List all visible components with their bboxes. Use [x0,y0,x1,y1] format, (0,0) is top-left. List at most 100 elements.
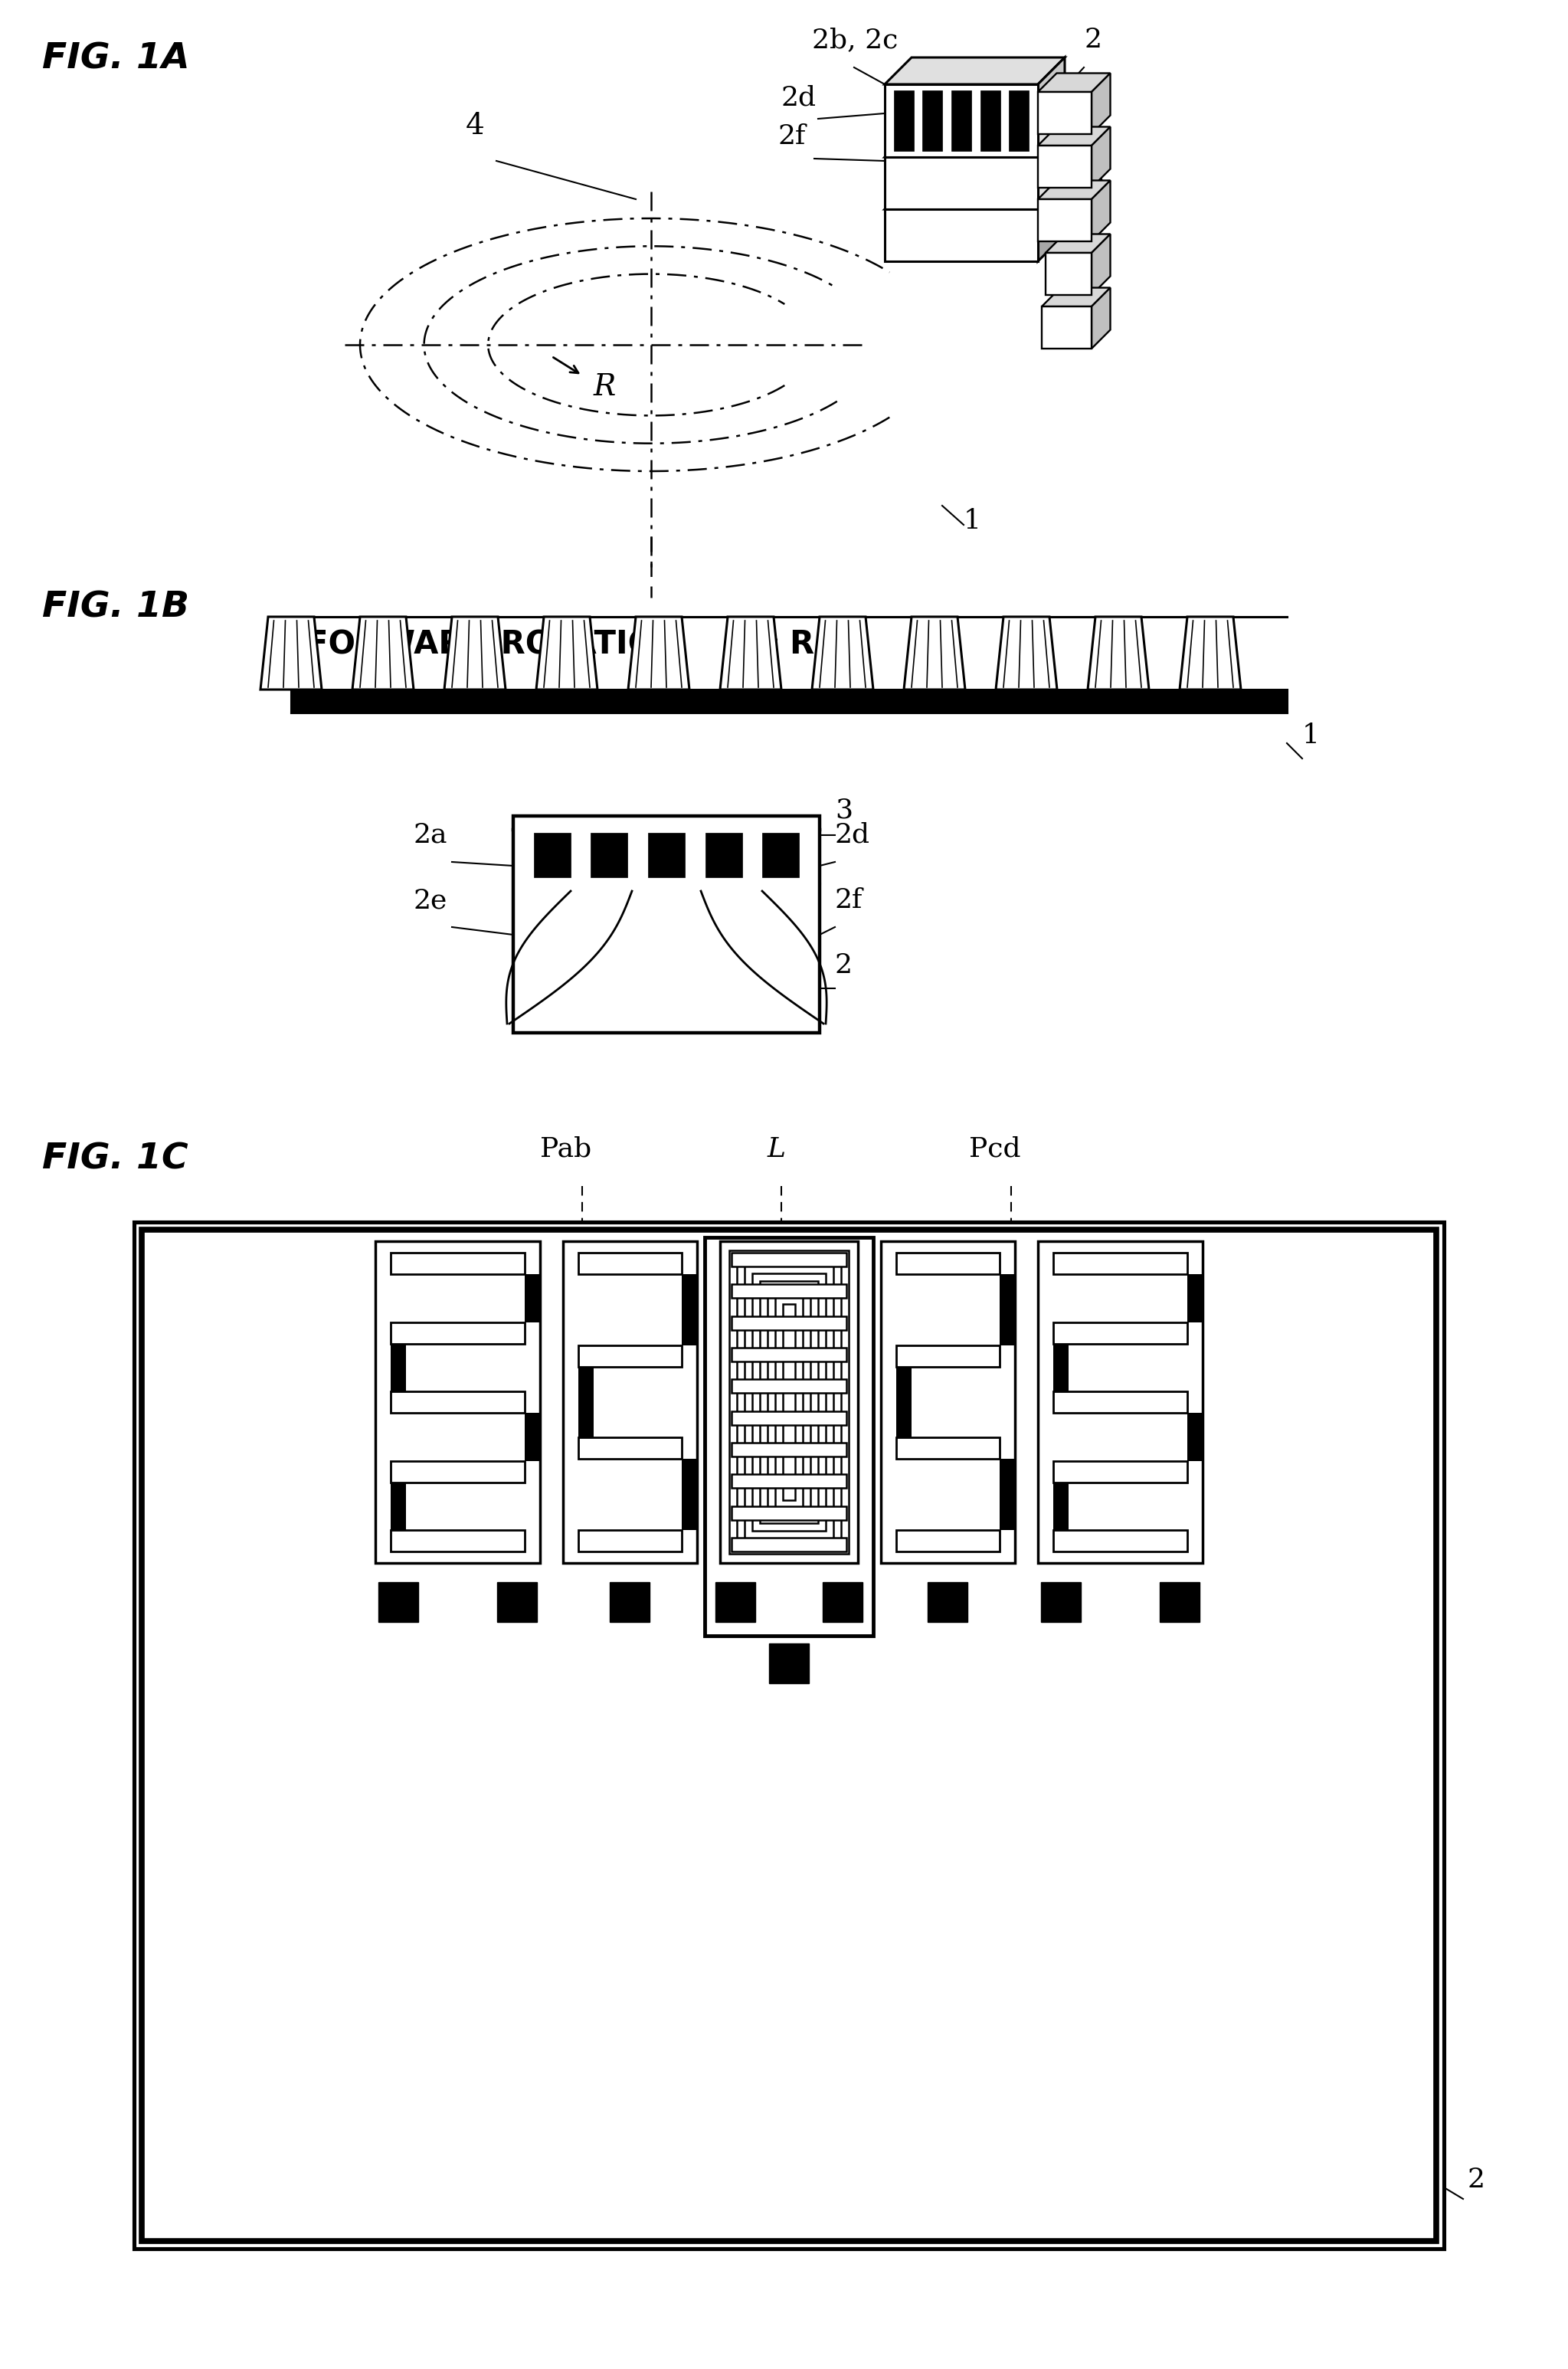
Bar [762,834,800,877]
Bar [682,1275,698,1346]
Bar [737,1258,840,1547]
Text: 2e: 2e [1068,121,1102,147]
Polygon shape [1038,180,1110,199]
Text: 2e: 2e [610,1694,644,1720]
Bar [732,1253,847,1267]
Bar [897,1253,1000,1275]
Bar [1041,306,1091,348]
Polygon shape [1038,130,1065,208]
Bar [753,1275,826,1530]
Bar [1038,199,1091,242]
Polygon shape [996,616,1057,689]
Bar [897,1530,1000,1552]
Bar [390,1253,525,1275]
Bar [390,1530,525,1552]
Polygon shape [1038,182,1065,261]
Bar [375,1241,539,1564]
Bar [497,1582,536,1623]
Bar [745,1265,834,1537]
Bar [1038,92,1091,135]
Polygon shape [1091,287,1110,348]
Polygon shape [720,616,781,689]
Text: Pab: Pab [539,1137,591,1163]
Bar [980,90,1000,152]
Polygon shape [1038,73,1110,92]
Bar [579,1438,682,1459]
Bar [1054,1322,1187,1343]
Text: 2: 2 [834,952,853,978]
Text: 4: 4 [466,111,485,140]
Text: 2b, 2c: 2b, 2c [624,983,710,1009]
Bar [706,834,742,877]
Polygon shape [1091,180,1110,242]
Text: 1: 1 [1301,723,1320,749]
Bar [1054,1391,1187,1412]
Text: 3: 3 [834,798,853,824]
Text: 2a: 2a [375,1632,409,1658]
Bar [563,1241,698,1564]
Text: 2b: 2b [505,1663,541,1689]
Bar [1046,253,1091,296]
Bar [732,1379,847,1393]
Text: 2: 2 [1083,26,1101,52]
Bar [141,1230,1436,2241]
Bar [133,1222,1444,2248]
Bar [1038,1241,1203,1564]
Bar [1187,1412,1203,1462]
Bar [292,689,1287,713]
Bar [775,1296,803,1507]
Bar [390,1391,525,1412]
Bar [579,1367,594,1438]
Bar [591,834,627,877]
Bar [390,1322,525,1343]
Bar [1054,1530,1187,1552]
Text: 3: 3 [1077,218,1096,244]
Bar [782,1303,795,1500]
Text: FIG. 1A: FIG. 1A [42,43,190,76]
Text: 1: 1 [964,507,982,533]
Bar [1000,1459,1014,1530]
Bar [884,85,1038,156]
Bar [648,834,685,877]
Text: 2d: 2d [781,85,817,111]
Bar [1010,90,1029,152]
Text: R: R [594,372,616,400]
Text: FORWARD ROTATION: FORWARD ROTATION [306,628,682,661]
Text: 2f: 2f [1049,1632,1077,1658]
Bar [525,1412,539,1462]
Bar [897,1346,1000,1367]
Bar [1041,1582,1080,1623]
Bar [1187,1275,1203,1322]
Polygon shape [903,616,966,689]
Bar [1000,1275,1014,1346]
Polygon shape [260,616,321,689]
Bar [894,90,914,152]
Text: FIG. 1B: FIG. 1B [42,590,190,625]
Bar [732,1507,847,1521]
Bar [1054,1483,1068,1530]
Polygon shape [884,182,1065,208]
Bar [704,1237,873,1635]
Polygon shape [1038,128,1110,145]
Text: L: L [767,1137,786,1163]
Polygon shape [1179,616,1240,689]
Bar [579,1346,682,1367]
Bar [897,1438,1000,1459]
Text: R: R [789,628,814,661]
Bar [720,1241,858,1564]
Bar [390,1343,406,1391]
Bar [729,1251,848,1554]
Polygon shape [1046,235,1110,253]
Bar [513,815,820,1033]
Text: 2d: 2d [834,822,870,848]
Bar [952,90,971,152]
Text: Pcd: Pcd [969,1137,1021,1163]
Bar [884,208,1038,261]
Bar [390,1483,406,1530]
Bar [928,1582,967,1623]
Polygon shape [1038,57,1065,156]
Bar [823,1582,862,1623]
Polygon shape [1091,73,1110,135]
Polygon shape [1091,235,1110,296]
Bar [1054,1343,1068,1391]
